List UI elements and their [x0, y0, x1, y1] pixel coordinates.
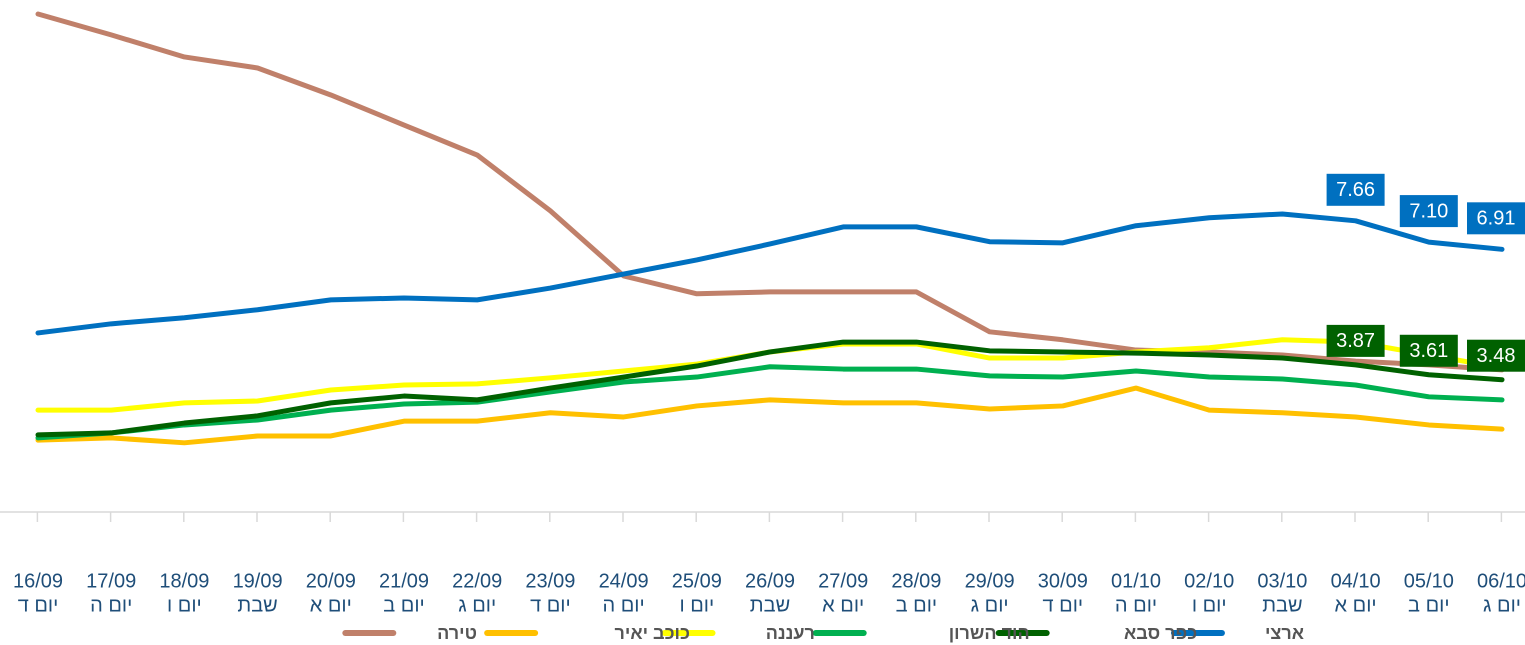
- x-tick-sublabel: יום ג: [971, 594, 1009, 616]
- x-tick-label: 28/09: [891, 570, 941, 592]
- series-line: [35, 11, 1505, 373]
- x-tick-label: 23/09: [525, 570, 575, 592]
- x-tick-label: 20/09: [306, 570, 356, 592]
- x-tick-sublabel: יום ד: [1042, 594, 1083, 616]
- value-label-box: [1399, 334, 1458, 367]
- x-tick-label: 03/10: [1257, 570, 1307, 592]
- series-line: [35, 364, 1505, 441]
- x-tick-sublabel: יום ה: [90, 594, 132, 616]
- x-tick-sublabel: שבת: [1262, 594, 1302, 616]
- x-tick-sublabel: יום א: [822, 594, 864, 616]
- value-label: 7.66: [1336, 179, 1375, 201]
- x-tick-sublabel: יום א: [310, 594, 352, 616]
- x-tick-sublabel: שבת: [750, 594, 790, 616]
- value-label: 3.48: [1477, 345, 1516, 367]
- x-tick-sublabel: יום ג: [458, 594, 496, 616]
- x-tick-sublabel: יום ו: [167, 594, 202, 616]
- x-tick-sublabel: יום ה: [603, 594, 645, 616]
- x-tick-label: 17/09: [86, 570, 136, 592]
- x-tick-label: 04/10: [1331, 570, 1381, 592]
- x-tick-sublabel: שבת: [237, 594, 277, 616]
- x-tick-label: 27/09: [818, 570, 868, 592]
- x-tick-sublabel: יום ב: [1408, 594, 1449, 616]
- series-line: [35, 385, 1505, 446]
- x-tick-sublabel: יום ו: [679, 594, 714, 616]
- x-tick-label: 29/09: [965, 570, 1015, 592]
- value-label: 7.10: [1409, 200, 1448, 222]
- legend-label: טירה: [437, 623, 477, 643]
- series-line: [35, 211, 1505, 336]
- value-label: 6.91: [1477, 208, 1516, 230]
- x-tick-label: 01/10: [1111, 570, 1161, 592]
- x-tick-sublabel: יום ב: [383, 594, 424, 616]
- x-tick-label: 25/09: [672, 570, 722, 592]
- x-tick-sublabel: יום ג: [1483, 594, 1521, 616]
- legend-label: רעננה: [766, 623, 815, 643]
- x-tick-sublabel: יום ו: [1192, 594, 1227, 616]
- x-tick-label: 06/10: [1477, 570, 1525, 592]
- x-tick-sublabel: יום ד: [530, 594, 571, 616]
- x-tick-label: 21/09: [379, 570, 429, 592]
- value-label-box: [1326, 173, 1385, 206]
- value-label-box: [1326, 324, 1385, 357]
- value-label: 3.87: [1336, 330, 1375, 352]
- x-tick-sublabel: יום א: [1335, 594, 1377, 616]
- x-tick-label: 05/10: [1404, 570, 1454, 592]
- value-label-box: [1467, 339, 1525, 372]
- value-label-box: [1467, 202, 1525, 235]
- x-tick-label: 26/09: [745, 570, 795, 592]
- legend-label: הוד השרון: [949, 623, 1030, 643]
- x-tick-label: 02/10: [1184, 570, 1234, 592]
- x-tick-label: 16/09: [13, 570, 63, 592]
- x-tick-label: 18/09: [159, 570, 209, 592]
- legend-label: כפר סבא: [1124, 623, 1197, 643]
- series-line: [35, 339, 1505, 438]
- legend-label: ארצי: [1265, 623, 1304, 643]
- x-tick-label: 19/09: [233, 570, 283, 592]
- x-tick-label: 22/09: [452, 570, 502, 592]
- value-label-box: [1399, 195, 1458, 228]
- x-tick-label: 24/09: [599, 570, 649, 592]
- legend-label: כוכב יאיר: [615, 623, 690, 643]
- x-tick-sublabel: יום ה: [1115, 594, 1157, 616]
- value-label: 3.61: [1409, 340, 1448, 362]
- x-tick-label: 30/09: [1038, 570, 1088, 592]
- x-tick-sublabel: יום ב: [896, 594, 937, 616]
- x-tick-sublabel: יום ד: [18, 594, 59, 616]
